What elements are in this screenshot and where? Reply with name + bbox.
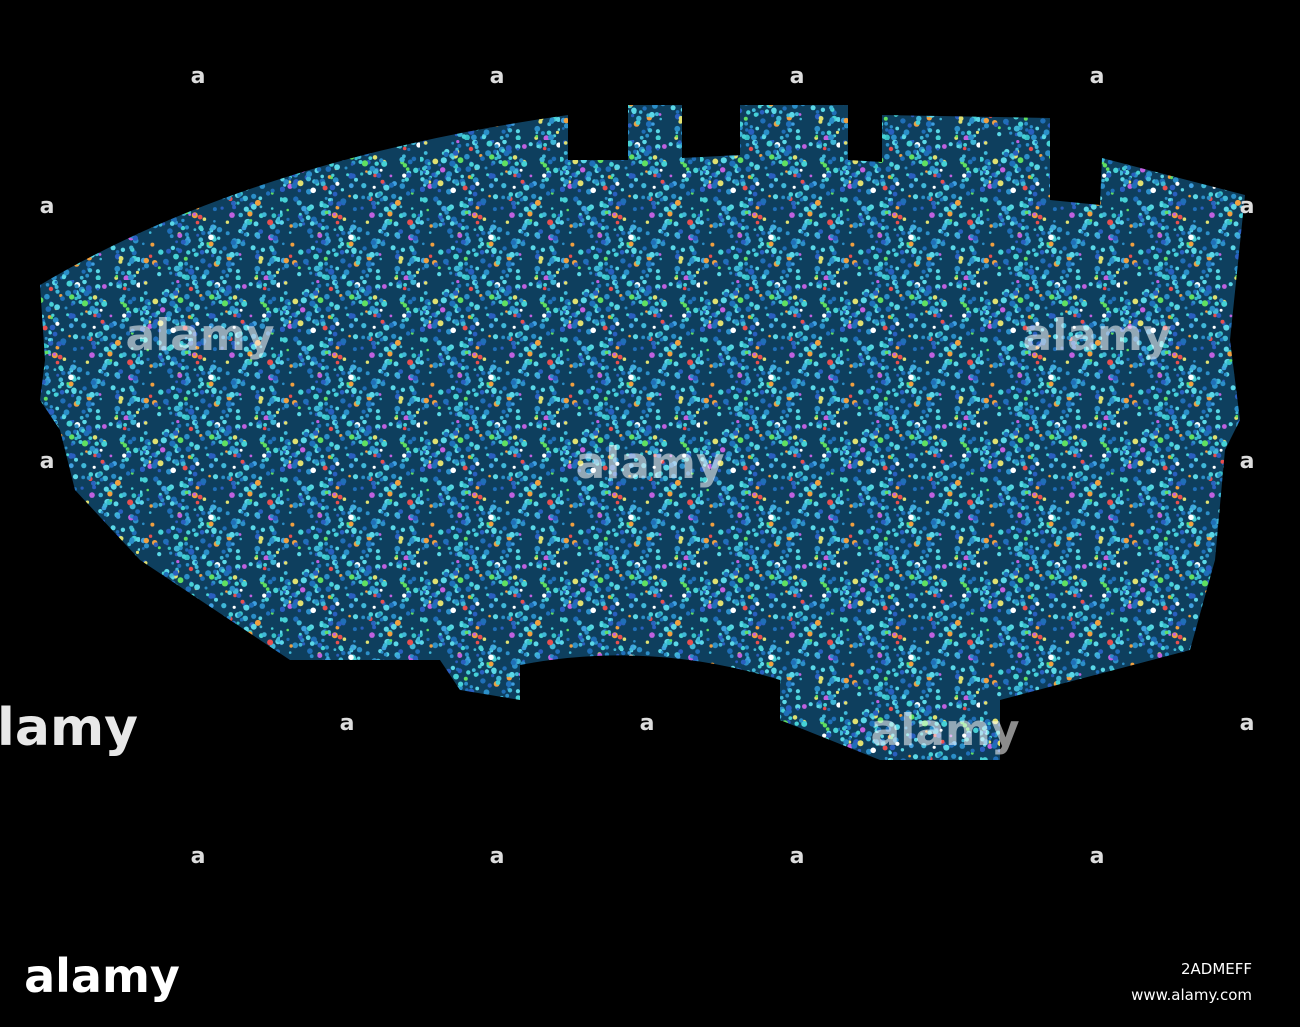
site-url: www.alamy.com	[1131, 986, 1252, 1004]
watermark-logo: alamy	[576, 438, 725, 489]
watermark-layer: a a a a a a a a a a a a a a a alamy alamy alamy alamy alamy…	[0, 64, 1254, 1004]
watermark-mark: a	[640, 711, 655, 736]
watermark-logo: alamy	[1023, 310, 1172, 361]
alamy-logo: alamy	[24, 949, 180, 1003]
image-id: 2ADMEFF	[1181, 960, 1252, 978]
watermark-mark: a	[40, 449, 55, 474]
watermark-mark: a	[790, 64, 805, 89]
watermark-mark: a	[490, 64, 505, 89]
watermark-mark: a	[490, 844, 505, 869]
galaxy-map	[40, 105, 1245, 760]
watermark-mark: a	[1240, 711, 1255, 736]
watermark-mark: a	[40, 194, 55, 219]
watermark-mark: a	[1090, 64, 1105, 89]
watermark-mark: a	[1240, 194, 1255, 219]
watermark-logo: alamy	[0, 698, 138, 758]
watermark-mark: a	[1090, 844, 1105, 869]
watermark-mark: a	[790, 844, 805, 869]
watermark-mark: a	[340, 711, 355, 736]
watermark-mark: a	[191, 844, 206, 869]
watermark-logo: alamy	[871, 705, 1020, 756]
watermark-mark: a	[191, 64, 206, 89]
watermark-mark: a	[1240, 449, 1255, 474]
watermark-logo: alamy	[126, 310, 275, 361]
